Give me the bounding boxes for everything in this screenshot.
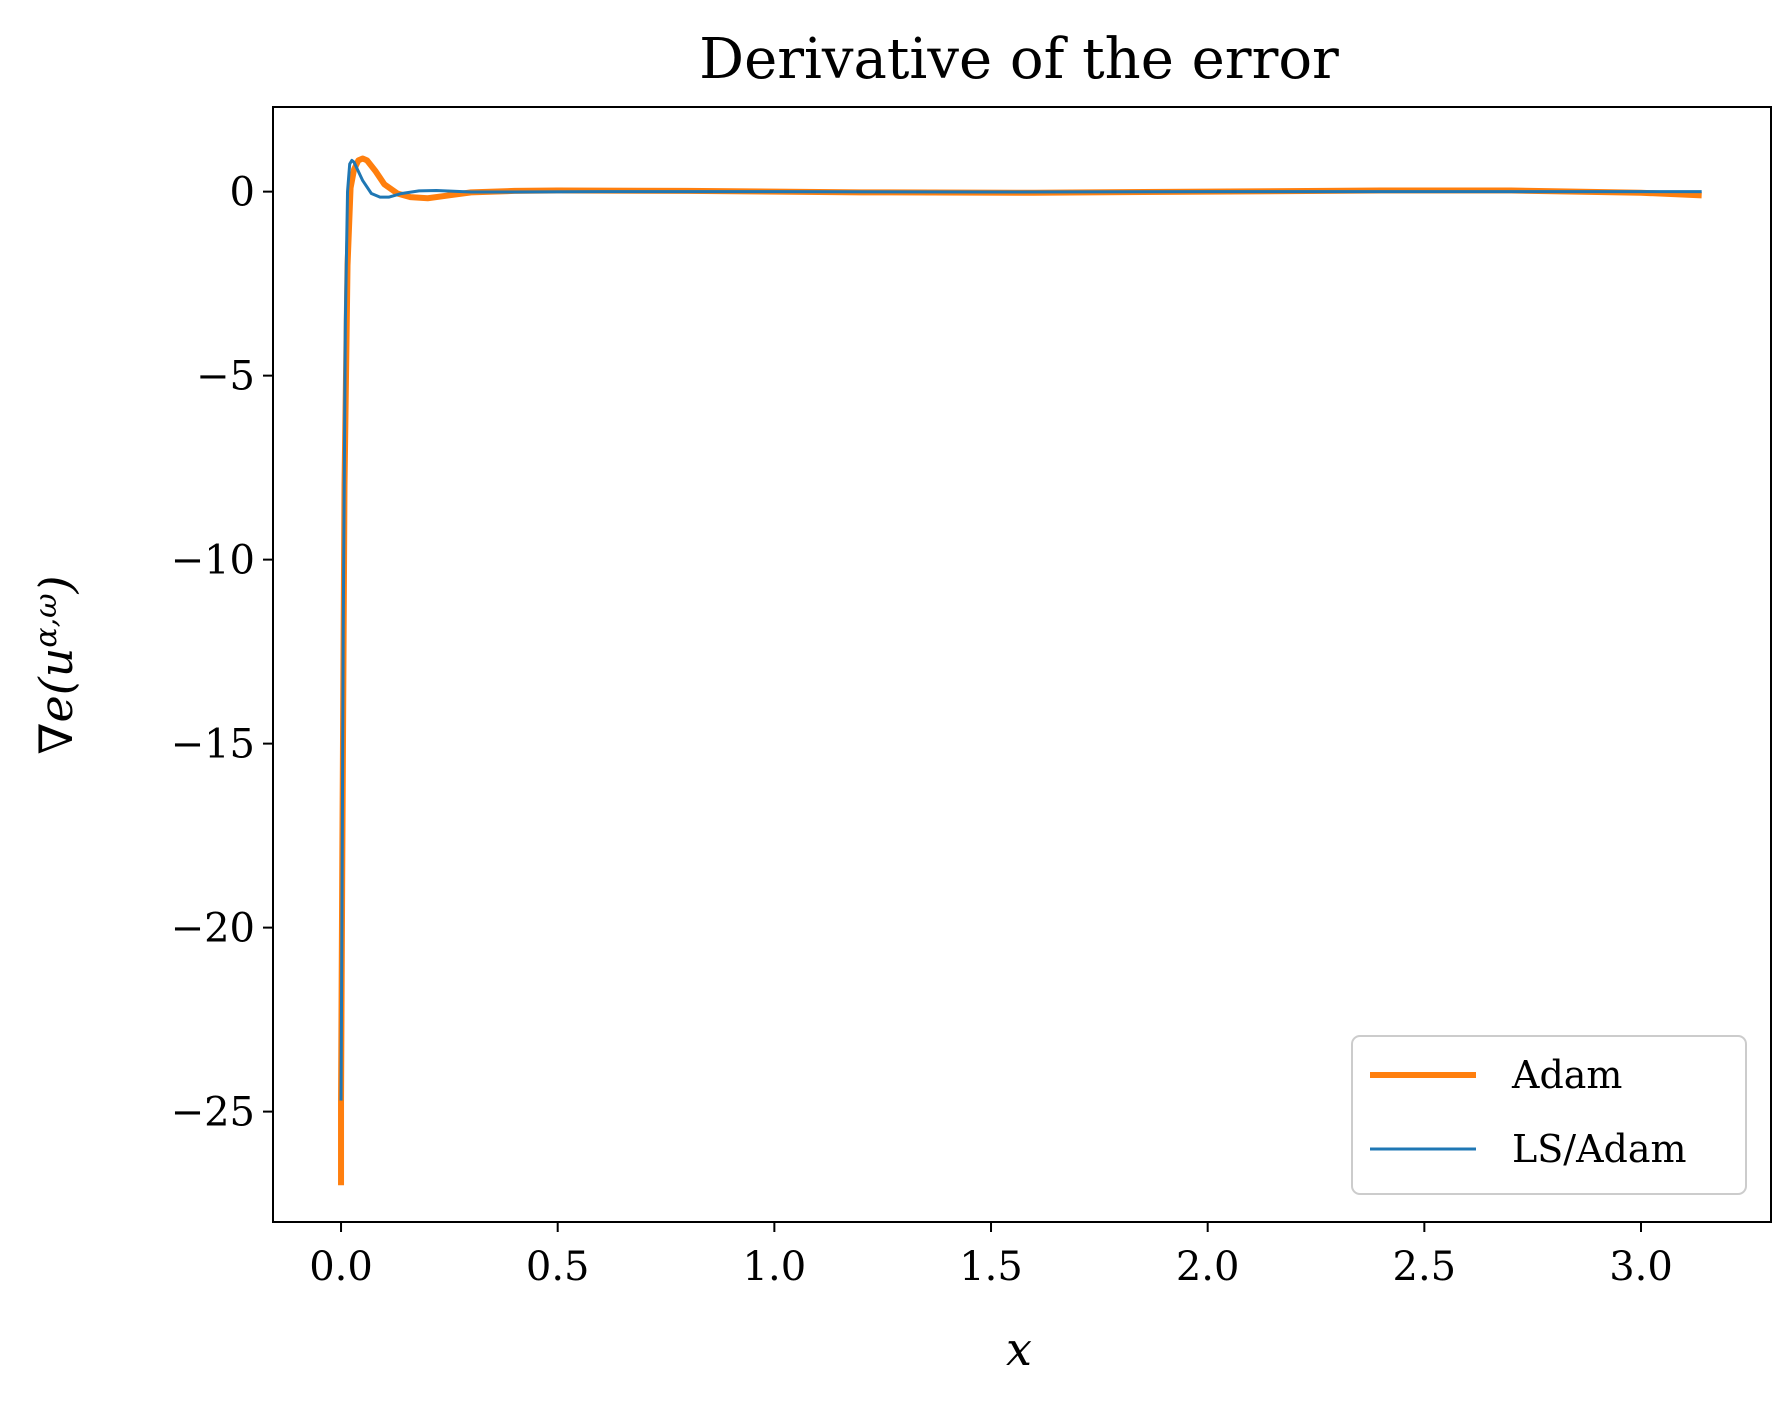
y-axis-label-superscript: α,ω — [29, 593, 64, 647]
series-lines — [338, 155, 1702, 1186]
y-tick-label: −20 — [171, 906, 255, 952]
series-line-ls-adam — [339, 158, 1702, 1101]
legend-label-ls-adam: LS/Adam — [1512, 1127, 1687, 1171]
x-tick-label: 1.5 — [959, 1244, 1023, 1290]
y-tick-label: −25 — [171, 1090, 255, 1136]
x-tick-label: 1.0 — [743, 1244, 807, 1290]
y-axis-label-close: ) — [29, 575, 83, 594]
y-axis-label-base: ∇e(u — [29, 648, 83, 755]
y-tick-label: 0 — [230, 170, 255, 216]
x-tick-label: 2.0 — [1176, 1244, 1240, 1290]
y-axis-ticks: 0 −5 −10 −15 −20 −25 — [171, 170, 273, 1136]
chart-title: Derivative of the error — [699, 27, 1339, 92]
y-tick-label: −5 — [196, 354, 255, 400]
legend-label-adam: Adam — [1511, 1053, 1622, 1097]
x-tick-label: 0.5 — [526, 1244, 590, 1290]
y-axis-label: ∇e(uα,ω) — [29, 575, 83, 754]
x-tick-label: 0.0 — [309, 1244, 373, 1290]
x-axis-ticks: 0.0 0.5 1.0 1.5 2.0 2.5 3.0 — [309, 1222, 1673, 1290]
y-tick-label: −15 — [171, 722, 255, 768]
x-axis-label: x — [1006, 1322, 1032, 1376]
plot-area-frame — [272, 106, 1772, 1223]
legend: Adam LS/Adam — [1351, 1035, 1747, 1195]
x-tick-label: 2.5 — [1393, 1244, 1457, 1290]
x-tick-label: 3.0 — [1609, 1244, 1673, 1290]
y-tick-label: −10 — [171, 538, 255, 584]
